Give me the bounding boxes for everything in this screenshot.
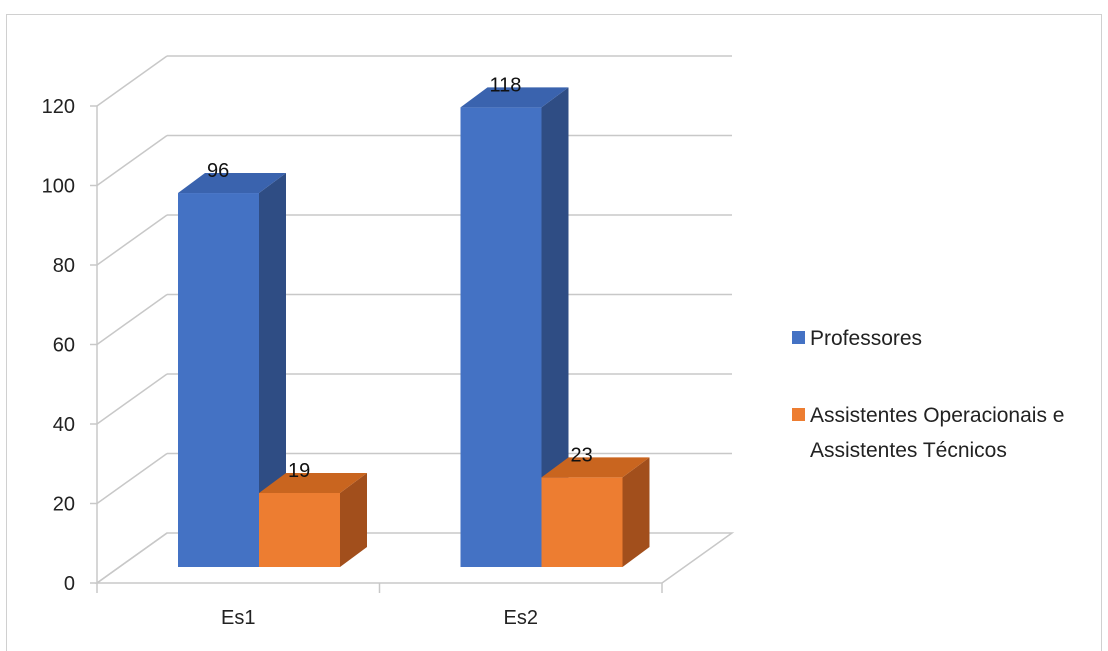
bar-professores-es1 xyxy=(178,173,286,568)
legend-label: Assistentes Técnicos xyxy=(810,439,1007,462)
bar-top xyxy=(460,87,569,108)
bar-side xyxy=(259,173,286,568)
data-label: 118 xyxy=(490,74,522,96)
bar-side xyxy=(541,87,569,568)
data-labels: 96 118 19 23 xyxy=(207,74,593,482)
bar-top xyxy=(178,173,286,194)
bar-front xyxy=(259,492,340,567)
legend-swatch xyxy=(792,408,805,421)
bar-front xyxy=(460,107,542,568)
bar-front xyxy=(541,477,623,567)
x-category-label: Es2 xyxy=(504,607,538,629)
bar-assistentes-es2 xyxy=(541,457,650,567)
bar-side xyxy=(340,472,367,567)
y-axis-ticks: 0 20 40 60 80 100 120 xyxy=(42,96,97,595)
x-category-label: Es1 xyxy=(221,607,255,629)
legend-item: Assistentes Operacionais e Assistentes Té… xyxy=(792,404,1064,462)
bars xyxy=(178,87,650,568)
gridline-side-80 xyxy=(96,214,168,266)
chart-frame xyxy=(6,14,1102,651)
bar-top xyxy=(259,472,367,493)
legend-label: Assistentes Operacionais e xyxy=(810,404,1064,427)
y-tick-label: 100 xyxy=(42,176,75,198)
legend-item: Professores xyxy=(792,327,922,350)
gridline-side-60 xyxy=(96,293,168,346)
legend-swatch xyxy=(792,331,805,344)
data-label: 19 xyxy=(288,460,310,482)
gridline-side-0 xyxy=(96,532,168,584)
gridline-side-40 xyxy=(96,373,168,425)
gridline-side-120 xyxy=(96,55,168,107)
y-tick-label: 60 xyxy=(53,335,75,357)
bar-side xyxy=(622,457,650,567)
bar-professores-es2 xyxy=(460,87,569,568)
y-tick-label: 20 xyxy=(53,494,75,516)
bar-front xyxy=(178,193,259,568)
legend-label: Professores xyxy=(810,327,922,350)
y-tick-label: 120 xyxy=(42,96,75,118)
x-axis-categories: Es1 Es2 xyxy=(96,583,663,629)
gridline-side-100 xyxy=(96,134,168,187)
gridline-side-20 xyxy=(96,452,168,505)
y-tick-label: 0 xyxy=(64,573,75,595)
data-label: 23 xyxy=(571,444,593,466)
bar-top xyxy=(541,457,650,478)
bar-assistentes-es1 xyxy=(259,472,367,567)
y-tick-label: 40 xyxy=(53,414,75,436)
data-label: 96 xyxy=(207,160,229,182)
y-tick-label: 80 xyxy=(53,255,75,277)
